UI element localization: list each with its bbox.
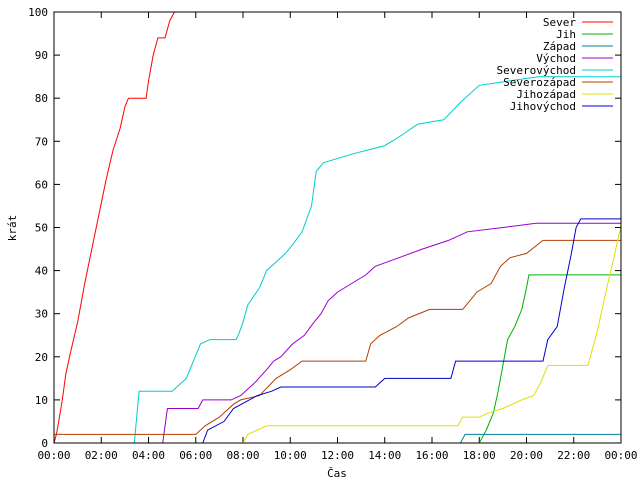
x-tick-label: 20:00 [510,449,543,462]
series-line-7 [54,227,622,444]
legend-label: Sever [543,16,576,29]
legend: SeverJihZápadVýchodSeverovýchodSeverozáp… [497,16,613,113]
x-tick-label: 08:00 [226,449,259,462]
y-tick-label: 30 [35,308,48,321]
plot-frame [53,11,622,444]
y-tick-label: 20 [35,351,48,364]
y-tick-label: 80 [35,92,48,105]
y-tick-label: 10 [35,394,48,407]
legend-label: Jih [556,28,576,41]
legend-label: Západ [543,40,576,53]
x-axis-label: Čas [327,467,347,480]
series-line-1 [53,11,175,444]
series-line-2 [54,274,621,444]
x-tick-label: 00:00 [604,449,637,462]
legend-label: Východ [536,52,576,65]
x-tick-label: 14:00 [368,449,401,462]
ticks-layer: 00:00 02:00 04:00 06:00 08:00 10:00 12:00 14:00… [28,6,637,462]
x-tick-label: 02:00 [85,449,118,462]
y-tick-label: 90 [35,49,48,62]
y-tick-label: 0 [41,437,48,450]
x-tick-label: 16:00 [415,449,448,462]
legend-label: Severozápad [503,76,576,89]
x-tick-label: 12:00 [321,449,354,462]
x-tick-label: 22:00 [557,449,590,462]
series-line-8 [54,218,621,444]
legend-label: Severovýchod [497,64,576,77]
series-line-6 [54,239,621,435]
series-line-5 [54,76,621,444]
x-tick-label: 10:00 [274,449,307,462]
x-tick-label: 00:00 [37,449,70,462]
legend-label: Jihovýchod [510,100,576,113]
y-tick-label: 50 [35,222,48,235]
y-tick-label: 70 [35,135,48,148]
y-tick-label: 100 [28,6,48,19]
y-tick-label: 60 [35,178,48,191]
y-axis-label: krát [6,215,19,242]
x-tick-label: 04:00 [132,449,165,462]
x-tick-label: 18:00 [463,449,496,462]
series-line-4 [54,222,621,444]
legend-label: Jihozápad [516,88,576,101]
x-tick-label: 06:00 [179,449,212,462]
y-tick-label: 40 [35,265,48,278]
